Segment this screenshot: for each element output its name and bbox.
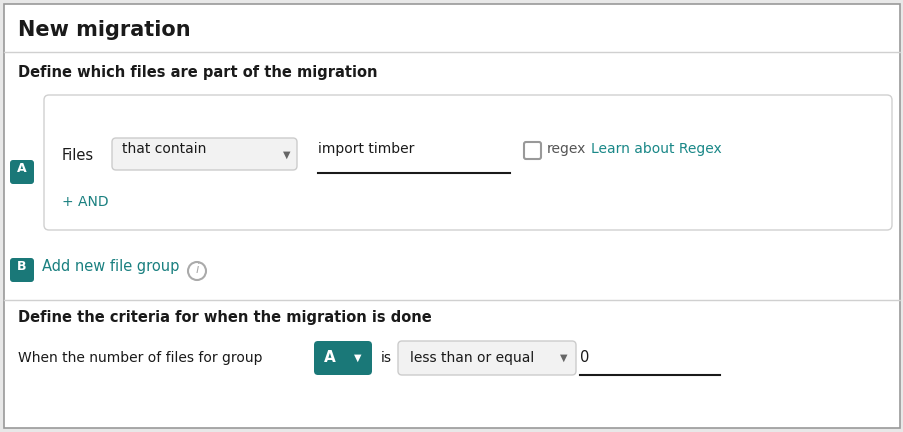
Text: ▼: ▼ xyxy=(283,150,291,160)
Text: B: B xyxy=(17,260,27,273)
FancyBboxPatch shape xyxy=(112,138,297,170)
Text: Define which files are part of the migration: Define which files are part of the migra… xyxy=(18,65,377,80)
Text: is: is xyxy=(380,351,392,365)
FancyBboxPatch shape xyxy=(524,142,540,159)
Text: A: A xyxy=(324,350,336,365)
Text: Define the criteria for when the migration is done: Define the criteria for when the migrati… xyxy=(18,310,432,325)
Text: i: i xyxy=(195,263,199,276)
Text: ▼: ▼ xyxy=(354,353,361,363)
Text: less than or equal: less than or equal xyxy=(410,351,534,365)
Text: that contain: that contain xyxy=(122,142,206,156)
FancyBboxPatch shape xyxy=(397,341,575,375)
Text: Add new file group: Add new file group xyxy=(42,259,179,274)
Text: A: A xyxy=(17,162,27,175)
Text: Files: Files xyxy=(62,148,94,163)
Text: Learn about Regex: Learn about Regex xyxy=(591,142,721,156)
Text: import timber: import timber xyxy=(318,142,414,156)
Text: 0: 0 xyxy=(580,350,589,365)
FancyBboxPatch shape xyxy=(44,95,891,230)
FancyBboxPatch shape xyxy=(313,341,372,375)
FancyBboxPatch shape xyxy=(10,160,34,184)
Text: + AND: + AND xyxy=(62,195,108,209)
Text: New migration: New migration xyxy=(18,20,191,40)
FancyBboxPatch shape xyxy=(10,258,34,282)
Text: regex: regex xyxy=(546,142,586,156)
Text: When the number of files for group: When the number of files for group xyxy=(18,351,262,365)
Text: ▼: ▼ xyxy=(560,353,567,363)
